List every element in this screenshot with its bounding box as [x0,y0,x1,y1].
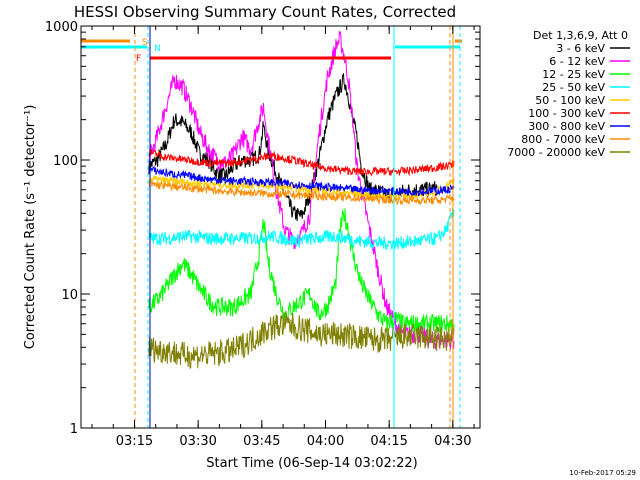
y-tick-label: 10 [61,288,78,303]
series-layer [148,31,455,370]
x-tick-label: 04:30 [434,434,471,449]
legend-title: Det 1,3,6,9, Att 0 [533,29,628,42]
series-line-2 [148,208,455,334]
series-line-8 [148,310,455,370]
legend-label-8: 7000 - 20000 keV [507,146,605,159]
flag-label-s: S [142,38,148,48]
legend-label-7: 800 - 7000 keV [521,133,605,146]
x-tick-label: 03:15 [116,434,153,449]
axes: 03:15 03:30 03:45 04:00 04:15 04:30 1000 100 10 1 [45,20,481,449]
y-tick-label: 100 [53,154,78,169]
x-tick-label: 04:15 [370,434,407,449]
x-tick-label: 04:00 [307,434,344,449]
flag-label-n: N [154,44,161,54]
legend-label-0: 3 - 6 keV [556,42,605,55]
plot-frame [80,25,481,429]
legend-label-3: 25 - 50 keV [542,81,605,94]
series-line-0 [148,73,438,222]
series-line-3 [148,208,455,252]
legend-label-1: 6 - 12 keV [549,55,605,68]
series-line-7 [148,180,455,206]
legend-label-2: 12 - 25 keV [542,68,605,81]
flag-label-f: F [136,54,141,64]
legend-label-6: 300 - 800 keV [528,120,605,133]
x-tick-label: 03:45 [243,434,280,449]
legend-label-5: 100 - 300 keV [528,107,605,120]
y-axis-label: Corrected Count Rate (s⁻¹ detector⁻¹) [23,105,38,350]
x-tick-label: 03:30 [179,434,216,449]
attenuator-flags: SN F [80,26,462,428]
timestamp: 10-Feb-2017 05:29 [569,469,636,477]
series-line-1 [148,31,455,350]
series-line-5 [148,148,455,177]
y-tick-label: 1000 [45,20,78,35]
chart-title: HESSI Observing Summary Count Rates, Cor… [74,3,456,21]
legend-label-4: 50 - 100 keV [535,94,605,107]
y-tick-label: 1 [70,422,78,437]
series-line-6 [148,165,455,197]
x-axis-label: Start Time (06-Sep-14 03:02:22) [206,456,417,471]
